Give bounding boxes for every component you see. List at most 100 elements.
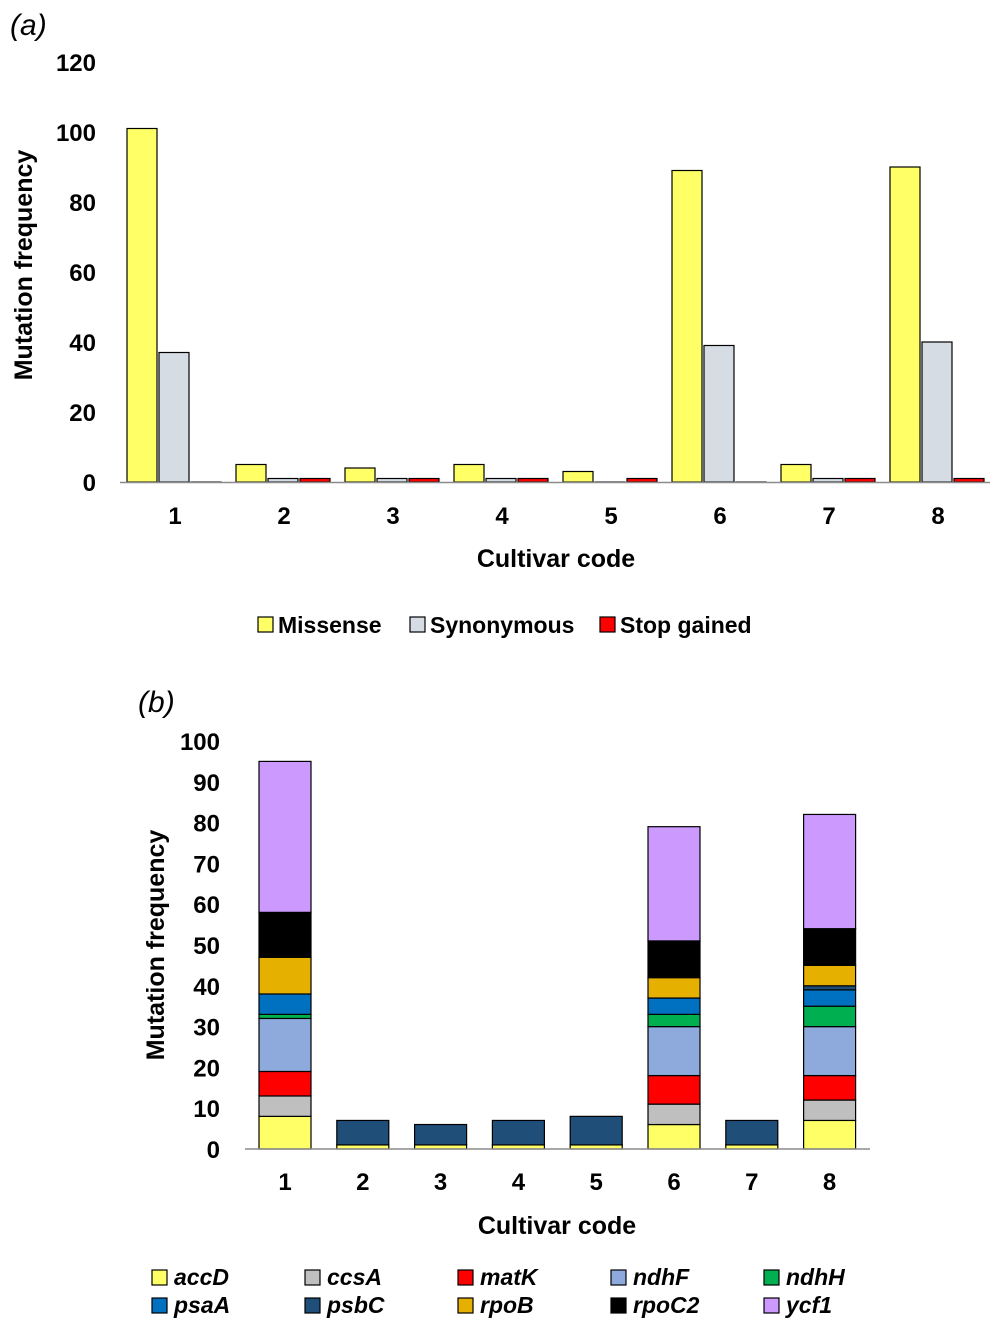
legend-swatch [409,616,426,633]
legend-label: ndhH [786,1264,845,1290]
segment-rpoB-cultivar-6 [647,977,701,999]
bar-stop-gained-cultivar-5 [626,477,658,483]
panel-b-x-tick-label: 8 [823,1169,836,1196]
panel-b-x-tick-label: 7 [745,1169,758,1196]
segment-rpoB-cultivar-1 [258,956,312,995]
bar-stop-gained-cultivar-7 [844,477,876,483]
segment-matK-cultivar-6 [647,1074,701,1105]
panel-b-x-tick-label: 3 [434,1169,447,1196]
bar-missense-cultivar-3 [344,467,376,483]
panel-a-x-tick-label: 3 [386,503,399,530]
segment-matK-cultivar-8 [802,1074,857,1101]
segment-ccsA-cultivar-6 [647,1103,701,1126]
segment-ccsA-cultivar-1 [258,1095,312,1117]
legend-item-missense: Missense [257,612,382,638]
panel-b-y-axis: 0 10 20 30 40 50 60 70 80 90 100 [180,729,220,1164]
segment-psbC-cultivar-8 [802,985,857,991]
legend-label: Stop gained [620,612,752,638]
segment-accD-cultivar-1 [258,1115,312,1150]
panel-b-legend: accD ccsA matK ndhF ndhH psaA psbC rpoB rpoC2 ycf… [151,1264,845,1318]
bar-missense-cultivar-4 [453,463,485,483]
bar-synonymous-cultivar-2 [267,477,299,483]
panel-b-x-tick-label: 2 [356,1169,369,1196]
panel-a-y-axis: 0 20 40 60 80 100 120 [56,50,96,497]
legend-label: ccsA [327,1264,382,1290]
legend-label: psaA [173,1292,230,1318]
panel-a-x-tick-label: 7 [822,503,835,530]
bar-missense-cultivar-6 [671,169,703,483]
legend-swatch [610,1297,627,1314]
legend-label: matK [480,1264,539,1290]
panel-a-x-axis-title: Cultivar code [477,545,635,573]
panel-a-y-tick-label: 0 [83,470,96,497]
panel-b-y-axis-title: Mutation frequency [142,830,170,1061]
segment-psaA-cultivar-6 [647,997,701,1015]
panel-b-y-tick-label: 30 [193,1015,220,1042]
legend-swatch [763,1269,780,1286]
segment-ycf1-cultivar-1 [258,760,312,913]
legend-swatch [599,616,616,633]
panel-b-bars [258,760,857,1150]
legend-item-matK: matK [457,1264,539,1290]
panel-a-y-axis-title: Mutation frequency [10,150,38,381]
legend-item-psaA: psaA [151,1292,230,1318]
legend-swatch [610,1269,627,1286]
segment-ycf1-cultivar-6 [647,826,701,942]
legend-item-stop-gained: Stop gained [599,612,752,638]
panel-b-y-tick-label: 60 [193,892,220,919]
bar-synonymous-cultivar-6 [703,344,735,483]
legend-item-psbC: psbC [304,1292,385,1318]
bar-synonymous-cultivar-7 [812,477,844,483]
legend-swatch [763,1297,780,1314]
panel-a-x-tick-label: 8 [931,503,944,530]
bar-synonymous-cultivar-4 [485,477,517,483]
panel-b: (b) 0 10 20 30 40 50 60 70 80 90 100 Mutation freq… [138,686,870,1318]
panel-b-x-axis-title: Cultivar code [478,1212,636,1240]
legend-label: ndhF [633,1264,690,1290]
bar-missense-cultivar-8 [889,166,921,483]
segment-ycf1-cultivar-8 [802,813,857,930]
panel-b-y-tick-label: 40 [193,974,220,1001]
bar-stop-gained-cultivar-3 [408,477,440,483]
segment-psaA-cultivar-1 [258,993,312,1015]
segment-ndhF-cultivar-6 [647,1025,701,1077]
legend-item-ndhH: ndhH [763,1264,845,1290]
legend-swatch [151,1269,168,1286]
legend-label: psbC [326,1292,385,1318]
segment-accD-cultivar-8 [802,1119,857,1150]
panel-b-y-tick-label: 80 [193,811,220,838]
segment-accD-cultivar-6 [647,1123,701,1150]
legend-label: Missense [278,612,382,638]
segment-psbC-cultivar-4 [491,1119,545,1146]
panel-a-x-tick-label: 6 [713,503,726,530]
segment-ndhH-cultivar-6 [647,1013,701,1028]
panel-a-x-tick-label: 5 [604,503,617,530]
panel-b-label: (b) [138,686,175,719]
segment-ndhH-cultivar-1 [258,1013,312,1020]
bar-stop-gained-cultivar-8 [953,477,985,483]
panel-b-x-tick-label: 6 [667,1169,680,1196]
panel-b-y-tick-label: 10 [193,1096,220,1123]
panel-a: (a) 0 20 40 60 80 100 120 Mutation frequency 1… [10,9,990,638]
panel-a-y-tick-label: 80 [69,190,96,217]
legend-label: Synonymous [430,612,574,638]
panel-a-bars [126,127,985,483]
legend-label: rpoC2 [633,1292,700,1318]
legend-item-rpoC2: rpoC2 [610,1292,700,1318]
bar-missense-cultivar-7 [780,463,812,483]
segment-ndhF-cultivar-8 [802,1025,857,1077]
segment-rpoB-cultivar-8 [802,964,857,987]
panel-b-y-tick-label: 70 [193,851,220,878]
legend-swatch [151,1297,168,1314]
legend-swatch [457,1269,474,1286]
panel-a-legend: Missense Synonymous Stop gained [257,612,752,638]
bar-missense-cultivar-2 [235,463,267,483]
panel-b-x-axis: 1 2 3 4 5 6 7 8 [278,1169,836,1196]
bar-synonymous-cultivar-8 [921,341,953,483]
panel-a-y-tick-label: 120 [56,50,96,77]
panel-b-x-tick-label: 5 [590,1169,603,1196]
legend-swatch [457,1297,474,1314]
legend-swatch [304,1297,321,1314]
panel-a-x-axis: 1 2 3 4 5 6 7 8 [168,503,944,530]
bar-missense-cultivar-5 [562,470,594,483]
